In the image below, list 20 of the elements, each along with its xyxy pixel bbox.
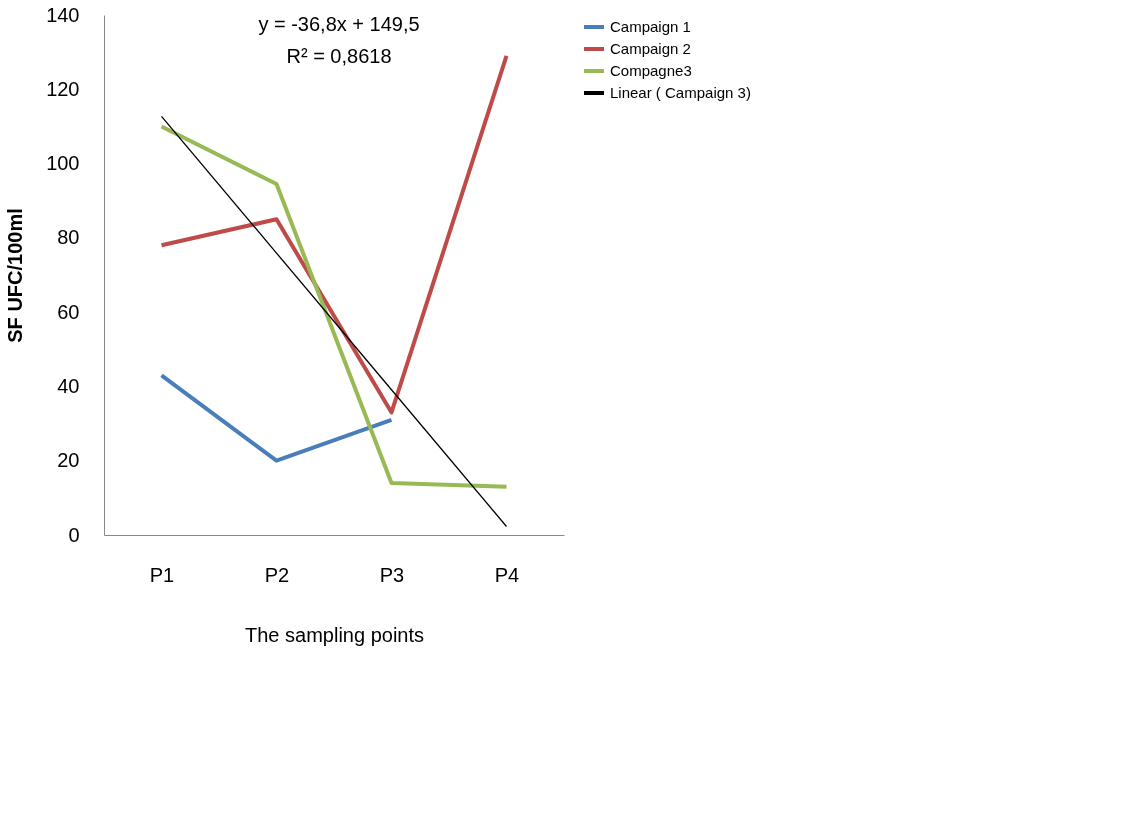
legend-label: Campaign 1 bbox=[610, 18, 691, 35]
y-tick-label: 20 bbox=[57, 449, 80, 472]
legend-label: Compagne3 bbox=[610, 62, 692, 79]
y-tick-label: 100 bbox=[46, 152, 80, 175]
annotation: y = -36,8x + 149,5 bbox=[258, 13, 420, 35]
x-axis-title: The sampling points bbox=[245, 623, 424, 646]
y-tick-label: 60 bbox=[57, 300, 80, 323]
y-tick-label: 140 bbox=[46, 3, 80, 26]
y-tick-label: 80 bbox=[57, 226, 80, 249]
x-tick-label: P3 bbox=[379, 563, 405, 586]
x-tick-label: P1 bbox=[149, 563, 175, 586]
legend-label: Linear ( Campaign 3) bbox=[610, 84, 751, 101]
y-tick-label: 40 bbox=[57, 374, 80, 397]
annotation: R² = 0,8618 bbox=[286, 45, 392, 67]
x-tick-label: P4 bbox=[494, 563, 520, 586]
y-tick-label: 120 bbox=[46, 77, 80, 100]
legend-label: Campaign 2 bbox=[610, 40, 691, 57]
y-axis-title: SF UFC/100ml bbox=[4, 208, 27, 343]
y-tick-label: 0 bbox=[68, 523, 80, 546]
x-tick-label: P2 bbox=[264, 563, 290, 586]
